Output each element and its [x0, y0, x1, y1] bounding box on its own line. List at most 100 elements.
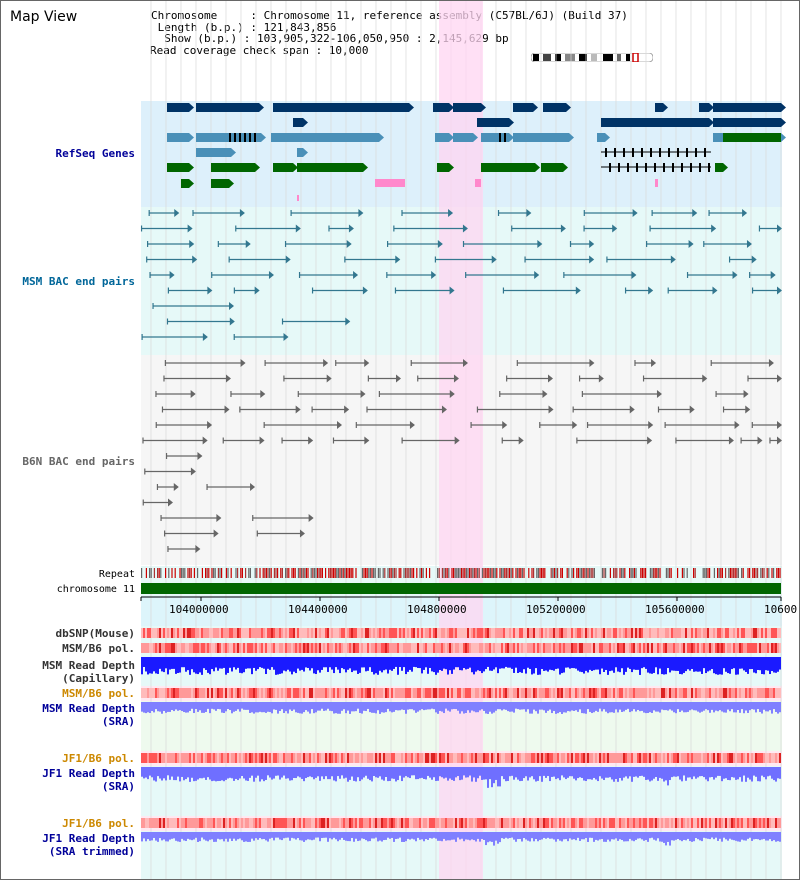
depth-bin[interactable] — [731, 767, 733, 778]
depth-bin[interactable] — [661, 657, 663, 675]
polymorphism-bin[interactable] — [261, 628, 263, 638]
polymorphism-bin[interactable] — [403, 628, 405, 638]
depth-bin[interactable] — [351, 702, 353, 712]
depth-bin[interactable] — [537, 832, 539, 842]
polymorphism-bin[interactable] — [633, 688, 635, 698]
polymorphism-bin[interactable] — [219, 753, 221, 763]
depth-bin[interactable] — [443, 767, 445, 779]
depth-bin[interactable] — [313, 832, 315, 840]
polymorphism-bin[interactable] — [241, 628, 243, 638]
polymorphism-bin[interactable] — [489, 688, 491, 698]
depth-bin[interactable] — [715, 832, 717, 838]
depth-bin[interactable] — [589, 702, 591, 712]
polymorphism-bin[interactable] — [143, 818, 145, 828]
polymorphism-bin[interactable] — [529, 818, 531, 828]
depth-bin[interactable] — [315, 767, 317, 778]
depth-bin[interactable] — [745, 832, 747, 841]
depth-bin[interactable] — [599, 657, 601, 675]
polymorphism-bin[interactable] — [171, 643, 173, 653]
polymorphism-bin[interactable] — [345, 818, 347, 828]
depth-bin[interactable] — [253, 832, 255, 841]
polymorphism-bin[interactable] — [221, 818, 223, 828]
polymorphism-bin[interactable] — [187, 643, 189, 653]
depth-bin[interactable] — [295, 702, 297, 713]
polymorphism-bin[interactable] — [705, 818, 707, 828]
end-pair-arrow[interactable] — [213, 529, 219, 538]
end-pair-arrow[interactable] — [395, 255, 401, 264]
polymorphism-bin[interactable] — [459, 818, 461, 828]
depth-bin[interactable] — [371, 657, 373, 672]
depth-bin[interactable] — [203, 657, 205, 669]
depth-bin[interactable] — [149, 767, 151, 776]
polymorphism-bin[interactable] — [487, 753, 489, 763]
depth-bin[interactable] — [511, 832, 513, 838]
end-pair-arrow[interactable] — [323, 359, 329, 367]
polymorphism-bin[interactable] — [147, 688, 149, 698]
repeat-element[interactable] — [633, 568, 635, 578]
polymorphism-bin[interactable] — [577, 753, 579, 763]
refseq-exon[interactable] — [641, 148, 643, 157]
polymorphism-bin[interactable] — [595, 688, 597, 698]
end-pair-arrow[interactable] — [518, 436, 524, 445]
polymorphism-bin[interactable] — [653, 643, 655, 653]
depth-bin[interactable] — [495, 657, 497, 668]
repeat-element[interactable] — [477, 568, 479, 578]
depth-bin[interactable] — [705, 702, 707, 710]
depth-bin[interactable] — [593, 702, 595, 713]
polymorphism-bin[interactable] — [667, 818, 669, 828]
depth-bin[interactable] — [289, 657, 291, 672]
polymorphism-bin[interactable] — [161, 688, 163, 698]
polymorphism-bin[interactable] — [403, 688, 405, 698]
depth-bin[interactable] — [323, 832, 325, 838]
polymorphism-bin[interactable] — [523, 688, 525, 698]
depth-bin[interactable] — [541, 832, 543, 840]
polymorphism-bin[interactable] — [383, 628, 385, 638]
depth-bin[interactable] — [647, 702, 649, 714]
polymorphism-bin[interactable] — [483, 753, 485, 763]
depth-bin[interactable] — [451, 832, 453, 840]
polymorphism-bin[interactable] — [377, 753, 379, 763]
polymorphism-bin[interactable] — [247, 818, 249, 828]
depth-bin[interactable] — [197, 832, 199, 842]
polymorphism-bin[interactable] — [247, 628, 249, 638]
depth-bin[interactable] — [277, 702, 279, 714]
depth-bin[interactable] — [267, 832, 269, 842]
depth-bin[interactable] — [503, 702, 505, 710]
depth-bin[interactable] — [327, 702, 329, 709]
polymorphism-bin[interactable] — [533, 628, 535, 638]
end-pair-arrow[interactable] — [169, 271, 175, 279]
polymorphism-bin[interactable] — [523, 753, 525, 763]
depth-bin[interactable] — [727, 702, 729, 710]
refseq-exon[interactable] — [650, 148, 652, 157]
polymorphism-bin[interactable] — [493, 688, 495, 698]
polymorphism-bin[interactable] — [683, 643, 685, 653]
polymorphism-bin[interactable] — [235, 628, 237, 638]
polymorphism-bin[interactable] — [343, 628, 345, 638]
repeat-element[interactable] — [624, 568, 626, 578]
polymorphism-bin[interactable] — [261, 753, 263, 763]
depth-bin[interactable] — [257, 657, 259, 670]
depth-bin[interactable] — [633, 767, 635, 777]
polymorphism-bin[interactable] — [365, 688, 367, 698]
depth-bin[interactable] — [441, 832, 443, 842]
polymorphism-bin[interactable] — [199, 753, 201, 763]
polymorphism-bin[interactable] — [481, 818, 483, 828]
polymorphism-bin[interactable] — [425, 688, 427, 698]
depth-bin[interactable] — [179, 702, 181, 711]
polymorphism-bin[interactable] — [415, 753, 417, 763]
depth-bin[interactable] — [477, 832, 479, 839]
polymorphism-bin[interactable] — [745, 753, 747, 763]
polymorphism-bin[interactable] — [445, 753, 447, 763]
end-pair-arrow[interactable] — [202, 333, 208, 341]
polymorphism-bin[interactable] — [385, 643, 387, 653]
depth-bin[interactable] — [359, 657, 361, 673]
depth-bin[interactable] — [761, 832, 763, 840]
polymorphism-bin[interactable] — [517, 753, 519, 763]
polymorphism-bin[interactable] — [633, 818, 635, 828]
depth-bin[interactable] — [201, 702, 203, 713]
polymorphism-bin[interactable] — [627, 628, 629, 638]
depth-bin[interactable] — [659, 657, 661, 669]
depth-bin[interactable] — [173, 657, 175, 669]
depth-bin[interactable] — [329, 767, 331, 780]
polymorphism-bin[interactable] — [611, 628, 613, 638]
